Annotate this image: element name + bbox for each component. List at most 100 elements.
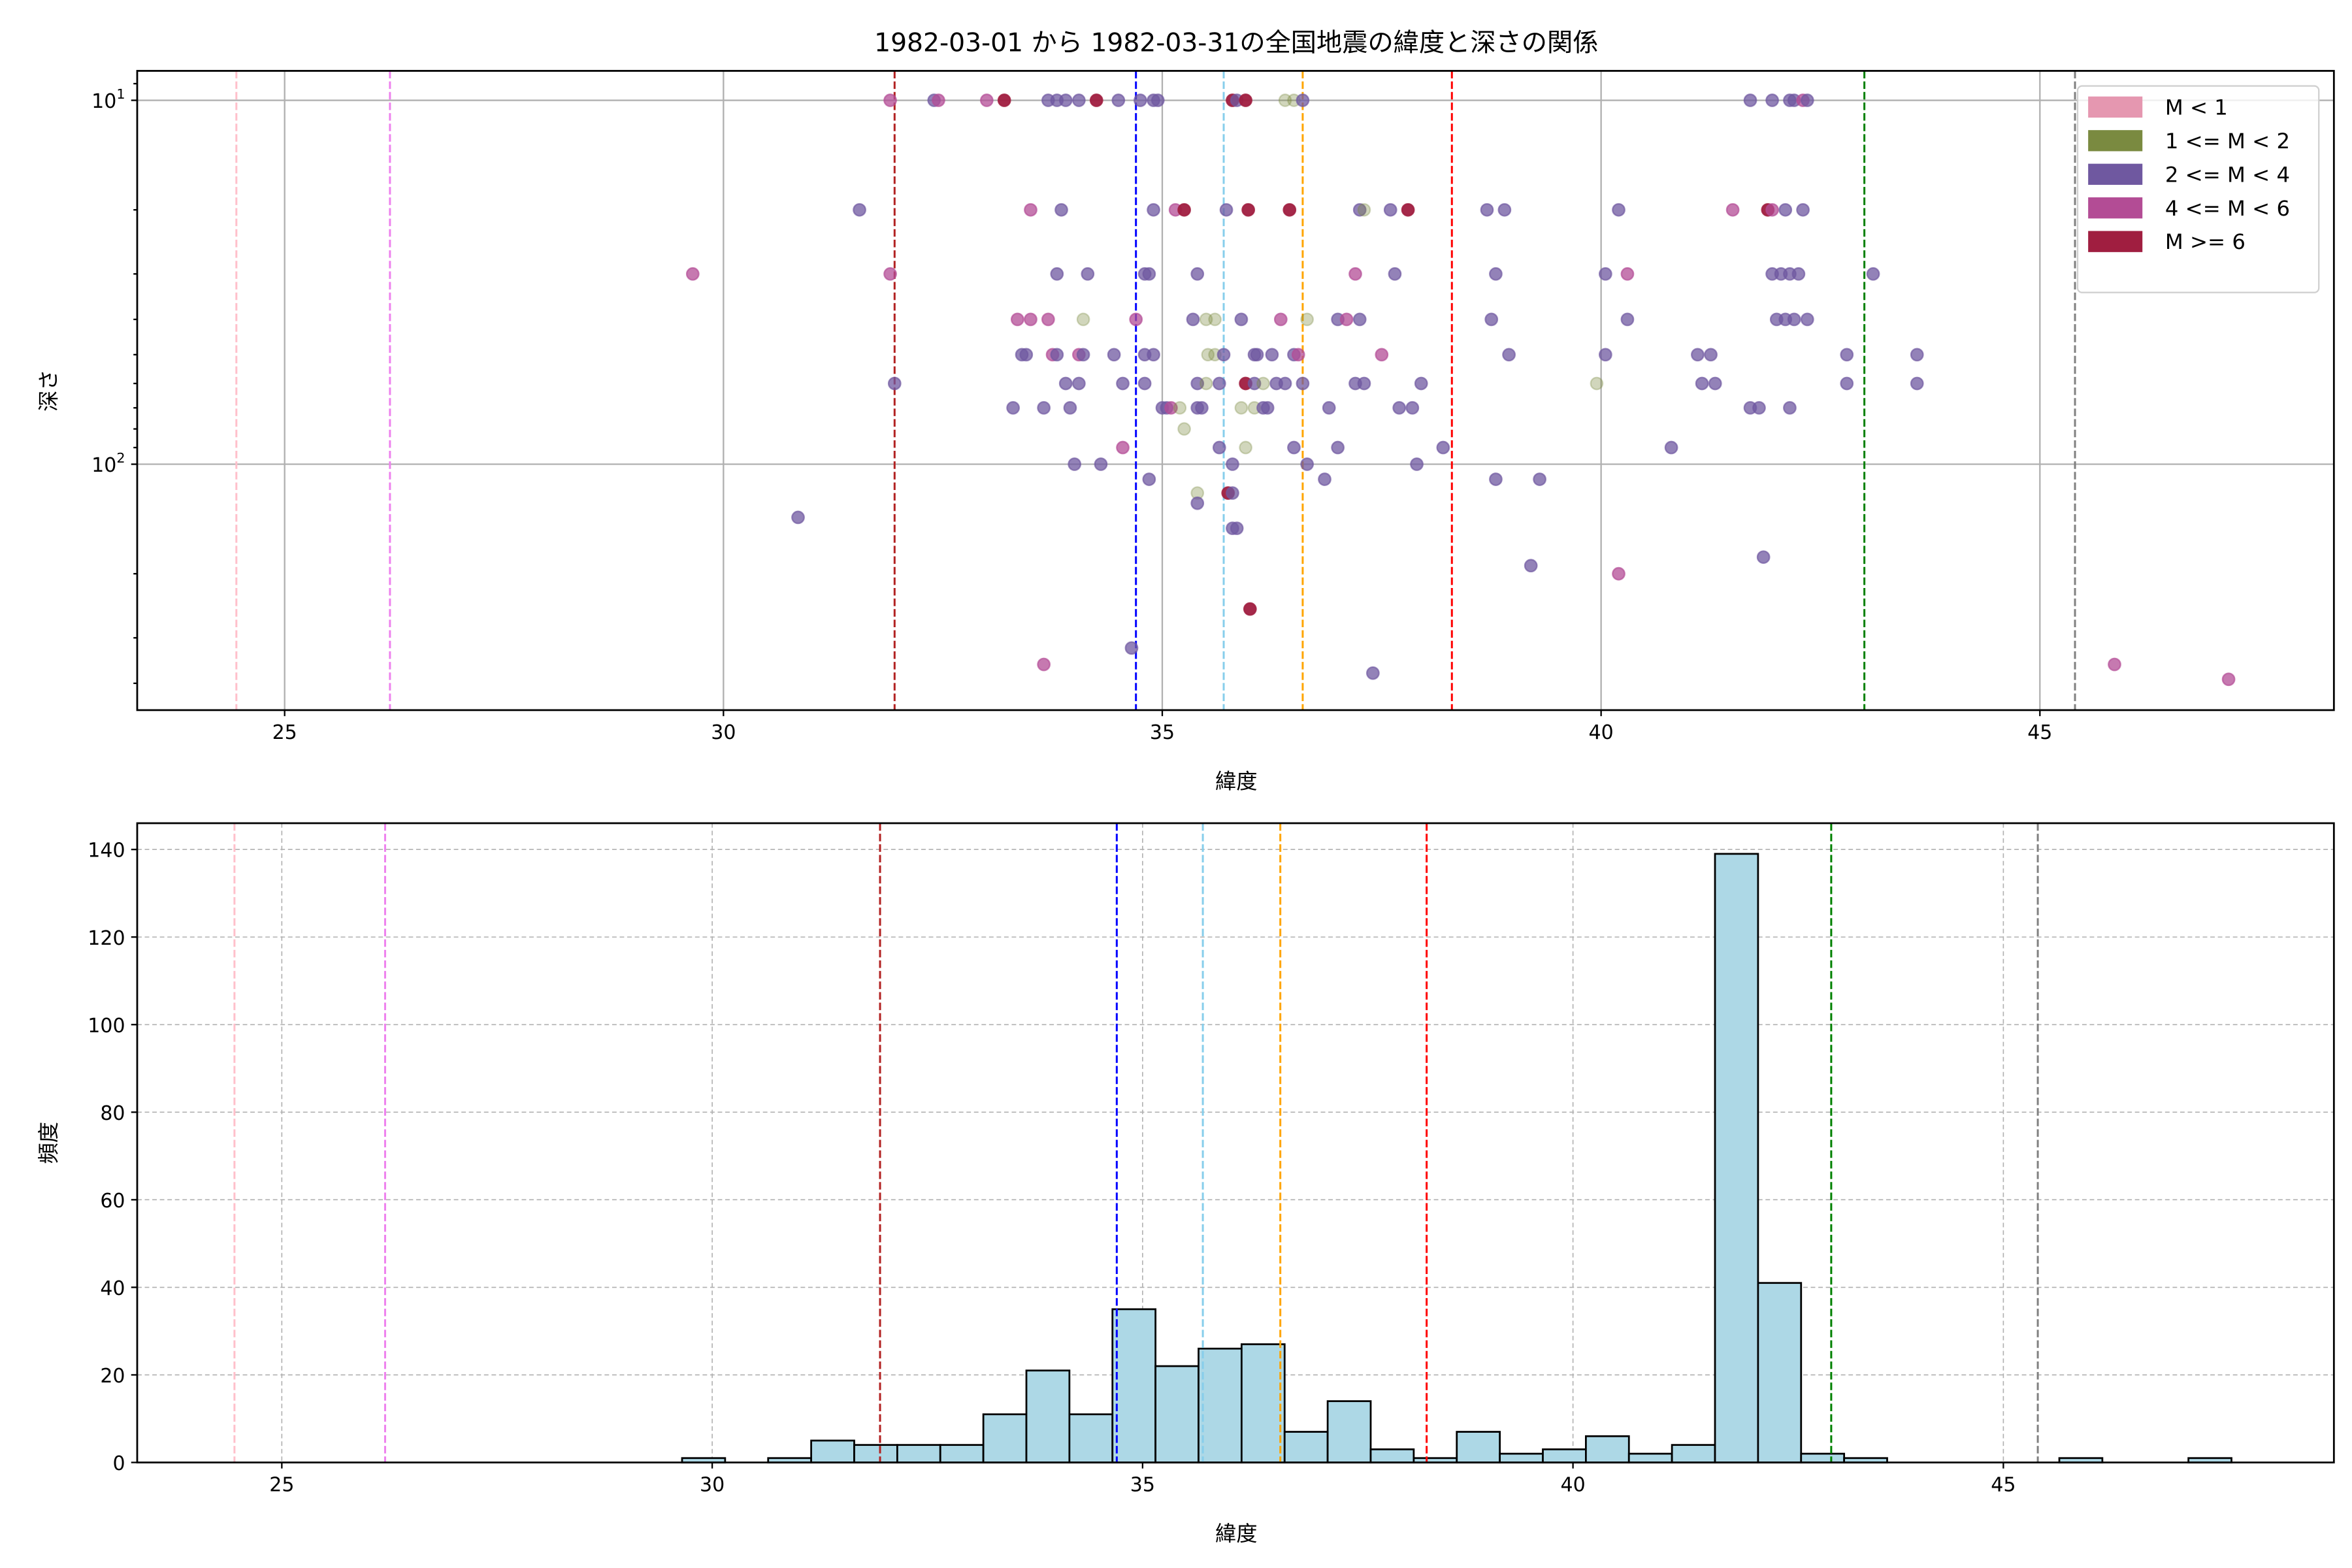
scatter-point: [1247, 376, 1262, 391]
scatter-point: [1212, 440, 1226, 455]
scatter-point: [1063, 400, 1077, 415]
plot-frame: [136, 70, 2335, 711]
scatter-point: [1199, 312, 1213, 327]
histogram-bar: [982, 1413, 1028, 1463]
scatter-point: [1089, 93, 1103, 107]
y-tick-label: 101: [91, 86, 125, 113]
scatter-point: [1116, 440, 1130, 455]
scatter-point: [1058, 93, 1073, 107]
histogram-bar: [939, 1444, 985, 1463]
scatter-point: [1783, 400, 1797, 415]
histogram-bar: [1025, 1369, 1071, 1463]
scatter-point: [1041, 312, 1055, 327]
scatter-point: [1410, 457, 1424, 471]
scatter-point: [1664, 440, 1678, 455]
histogram-bar: [853, 1444, 898, 1463]
scatter-point: [1612, 203, 1625, 217]
histogram-bar: [810, 1439, 855, 1463]
y-tick-label: 80: [100, 1102, 125, 1125]
scatter-point: [1217, 348, 1231, 362]
scatter-point: [883, 267, 897, 281]
scatter-point: [997, 93, 1011, 107]
scatter-point: [1796, 203, 1810, 217]
scatter-point: [1436, 440, 1450, 455]
histogram-bar: [1757, 1282, 1803, 1463]
scatter-point: [1050, 267, 1064, 281]
scatter-point: [1752, 400, 1766, 415]
y-tick-label: 100: [88, 1015, 125, 1037]
scatter-point: [1243, 602, 1257, 616]
scatter-point: [1256, 376, 1270, 391]
scatter-point: [1024, 312, 1037, 327]
histogram-bar: [1456, 1431, 1501, 1463]
scatter-point: [2221, 672, 2236, 687]
scatter-point: [1414, 376, 1428, 391]
y-tick-label: 140: [88, 840, 125, 862]
scatter-point: [1357, 376, 1371, 391]
scatter-point: [1076, 312, 1090, 327]
scatter-point: [887, 376, 902, 391]
scatter-point: [1019, 348, 1034, 362]
legend: M < 1 1 <= M < 2 2 <= M < 4 4 <= M < 6 M >= …: [2076, 85, 2320, 293]
scatter-point: [1190, 267, 1205, 281]
x-tick-label: 40: [1561, 1473, 1586, 1496]
scatter-point: [1212, 376, 1226, 391]
scatter-point: [1076, 348, 1090, 362]
scatter-point: [1219, 203, 1233, 217]
scatter-point: [1239, 440, 1252, 455]
scatter-point: [1405, 400, 1420, 415]
scatter-point: [1142, 267, 1156, 281]
scatter-point: [1164, 400, 1178, 415]
histogram-bar: [1240, 1343, 1286, 1463]
scatter-point: [1502, 348, 1516, 362]
scatter-point: [1365, 666, 1380, 680]
scatter-point: [1296, 93, 1310, 107]
scatter-point: [1071, 93, 1086, 107]
x-tick-label: 30: [700, 1473, 725, 1496]
scatter-point: [883, 93, 897, 107]
scatter-point: [932, 93, 945, 107]
scatter-point: [1352, 203, 1367, 217]
plot-frame: [136, 822, 2335, 1463]
x-tick-label: 30: [711, 721, 736, 744]
y-tick-label: 20: [100, 1365, 125, 1388]
scatter-point: [1081, 267, 1095, 281]
scatter-point: [1743, 93, 1757, 107]
scatter-point: [1392, 400, 1407, 415]
y-tick-label: 120: [88, 927, 125, 950]
scatter-point: [1037, 400, 1051, 415]
scatter-point: [1778, 203, 1793, 217]
scatter-point: [2108, 657, 2121, 672]
scatter-point: [1800, 312, 1814, 327]
legend-swatch: [2088, 231, 2143, 252]
scatter-point: [1352, 312, 1367, 327]
scatter-point: [1910, 348, 1924, 362]
scatter-point: [1037, 657, 1051, 672]
chart-title: 1982-03-01 から 1982-03-31の全国地震の緯度と深さの関係: [874, 28, 1598, 57]
scatter-point: [1620, 312, 1635, 327]
scatter-point: [1590, 376, 1604, 391]
histogram-axes: 25 30 35 40 45 0 20 40 60 80 100 120 140: [88, 822, 2335, 1496]
scatter-axes: 25 30 35 40 45 101 102: [91, 70, 2335, 744]
scatter-point: [685, 267, 700, 281]
scatter-point: [1765, 203, 1779, 217]
scatter-point: [1695, 376, 1709, 391]
scatter-point: [1111, 93, 1126, 107]
scatter-point: [1489, 472, 1503, 486]
scatter-point: [1800, 93, 1814, 107]
legend-swatch: [2088, 163, 2143, 185]
scatter-point: [791, 510, 805, 525]
scatter-point: [1273, 312, 1288, 327]
scatter-point: [1318, 472, 1331, 486]
scatter-point: [1300, 457, 1315, 471]
legend-label: 1 <= M < 2: [2165, 129, 2290, 154]
scatter-point: [1239, 93, 1252, 107]
scatter-xlabel: 緯度: [1215, 769, 1258, 794]
scatter-point: [1094, 457, 1108, 471]
scatter-point: [1250, 348, 1264, 362]
x-tick-label: 45: [2027, 721, 2052, 744]
scatter-point: [1704, 348, 1718, 362]
y-tick-label: 0: [112, 1452, 125, 1475]
scatter-point: [1480, 203, 1494, 217]
scatter-point: [1177, 203, 1191, 217]
